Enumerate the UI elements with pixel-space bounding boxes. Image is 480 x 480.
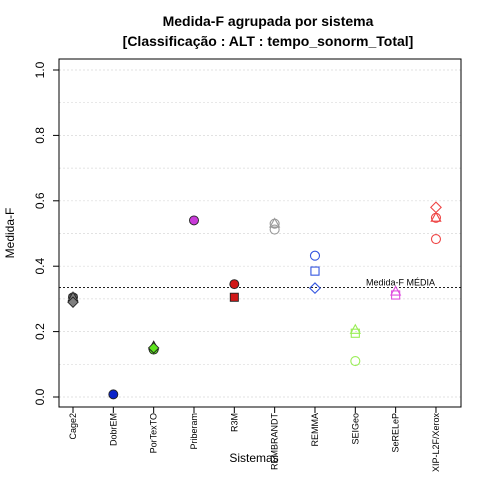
y-tick-label: 0.4 [33,258,47,275]
y-tick-label: 0.0 [33,388,47,405]
plot-frame [58,58,462,408]
chart-title: Medida-F agrupada por sistema [163,13,374,29]
x-tick-label: DobrEM [108,413,118,446]
data-point [391,290,401,300]
y-tick-label: 1.0 [33,61,47,78]
data-point [67,296,79,308]
data-point [309,250,321,261]
x-tick-label: SEIGeo [350,413,360,445]
data-point [269,224,280,235]
data-point [350,355,361,367]
reference-line-label: Medida-F MÉDIA [366,277,435,287]
data-point [268,217,281,228]
x-tick-label: SeRELeP [391,413,401,453]
x-tick-label: R3M [229,413,239,432]
y-tick-label: 0.6 [33,192,47,209]
data-point [189,215,199,226]
x-tick-label: REMBRANDT [270,413,280,471]
data-point [430,211,442,222]
reference-line-group: Medida-F MÉDIA [59,277,461,288]
data-point [229,292,239,302]
data-point [350,328,360,338]
grid-lines [59,69,461,398]
x-axis: Cage2 DobrEM PorTexTO Priberam R3M REMBRANDT R… [68,407,441,472]
data-point [229,279,240,290]
x-tick-label: PorTexTO [149,413,159,453]
chart-subtitle: [Classificação : ALT : tempo_sonorm_Tota… [123,33,414,49]
y-tick-label: 0.2 [33,323,47,340]
data-point [430,234,442,245]
y-axis-label: Medida-F [3,208,17,259]
data-points [67,201,442,400]
y-tick-label: 0.8 [33,127,47,144]
data-point [310,266,320,276]
data-point [309,282,321,295]
data-point [108,389,119,400]
data-point [147,342,160,354]
x-tick-label: Priberam [189,413,199,450]
x-tick-label: XIP-L2F/Xerox [431,413,441,473]
x-axis-label: Sistemas [229,451,278,465]
y-axis: 0.0 0.2 0.4 0.6 0.8 1.0 [33,61,59,405]
x-tick-label: REMMA [310,413,320,447]
x-tick-label: Cage2 [68,413,78,440]
